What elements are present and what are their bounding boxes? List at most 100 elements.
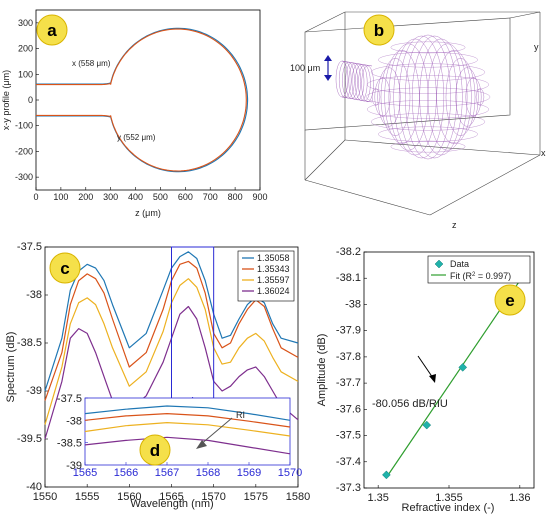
panel-a-ticks: 0 100 200 300 400 500 600 700 800 900 -300 -200 -100… (15, 18, 268, 202)
panel-b-mesh-stem-ring (358, 64, 371, 102)
panel-a-ytick-label: 100 (18, 69, 33, 79)
panel-c-ytick-label: -38 (26, 289, 42, 301)
panel-a-xtick-label: 900 (252, 192, 267, 202)
panel-c-ytick-label: -38.5 (17, 337, 42, 349)
panel-a-xtick-label: 700 (203, 192, 218, 202)
panel-e-data-point (382, 470, 391, 480)
panel-e-legend-fit-label: Fit (R2 = 0.997) (450, 271, 511, 281)
panel-e-ytick-label: -37.5 (336, 430, 361, 442)
panel-e-data-point (458, 363, 468, 372)
panel-d-ytick-label: -38 (66, 415, 82, 427)
badge-d-label: d (150, 441, 160, 460)
panel-a-ytick-label: 0 (28, 95, 33, 105)
badge-c-circle (49, 252, 81, 284)
panel-d-lines (84, 405, 291, 455)
panel-b-mesh (335, 34, 491, 160)
panel-d-series-2 (84, 422, 291, 437)
panel-a-series-1-upper (36, 28, 247, 100)
panel-d-ticks: 1565 1566 1567 1568 1569 1570 -37.5 -38 -38.5 -39 (57, 393, 302, 479)
panel-a-ylabel: x-y profile (μm) (1, 70, 11, 130)
panel-c-xtick-label: 1580 (286, 491, 310, 503)
panel-d-ri-label: RI (236, 410, 245, 420)
panel-c-xtick-label: 1555 (75, 491, 99, 503)
panel-a-ytick-label: 300 (18, 18, 33, 28)
panel-a-xtick-label: 800 (228, 192, 243, 202)
panel-a-xtick-label: 600 (178, 192, 193, 202)
panel-d-ytick-label: -37.5 (57, 393, 82, 405)
panel-a-xlabel: z (μm) (135, 208, 161, 218)
badge-c-label: c (60, 259, 69, 278)
panel-e-amplitude-chart: 1.35 1.355 1.36 -37.3 -37.4 -37.5 -37.6 -37.7 -3… (316, 246, 535, 514)
panel-c-xtick-label: 1550 (33, 491, 57, 503)
panel-b-axis-y: y (534, 42, 539, 52)
panel-d-ri-arrow (196, 417, 233, 449)
panel-d-xtick-label: 1567 (155, 467, 179, 479)
panel-c-xtick-label: 1575 (244, 491, 268, 503)
panel-b-mesh-latitude (378, 126, 478, 142)
panel-b-mesh-latitude (378, 52, 478, 68)
panel-b-3d-mesh: 100 μm y x z b (290, 11, 546, 230)
panel-b-axis-x: x (541, 148, 546, 158)
panel-b-box (304, 11, 541, 216)
panel-e-ytick-label: -38.1 (336, 272, 361, 284)
panel-a-profile-chart: 0 100 200 300 400 500 600 700 800 900 -300 -200 -100… (1, 9, 268, 218)
panel-c-ticks: 1550 1555 1560 1565 1570 1575 1580 -37.5 -38 -38.… (17, 241, 310, 503)
panel-b-mesh-stem-ring (361, 65, 374, 103)
panel-e-ytick-label: -38.2 (336, 246, 361, 258)
panel-c-ylabel: Spectrum (dB) (5, 332, 17, 403)
panel-b-mesh-ring (455, 67, 479, 127)
panel-a-xtick-label: 0 (33, 192, 38, 202)
panel-b-mesh-stem-ring (354, 64, 368, 101)
panel-b-mesh-ring (384, 50, 420, 144)
panel-c-legend-label-1.35343: 1.35343 (257, 264, 290, 274)
panel-e-ytick-label: -37.4 (336, 456, 361, 468)
badge-e-circle (494, 284, 526, 316)
panel-b-mesh-stem-ring (351, 63, 365, 101)
badge-e-label: e (505, 291, 514, 310)
panel-e-ticks: 1.35 1.355 1.36 -37.3 -37.4 -37.5 -37.6 -37.7 -3… (336, 246, 531, 504)
panel-b-mesh-ring (388, 43, 429, 151)
panel-b-mesh-latitude (367, 100, 489, 119)
panel-c-series-1.35343 (44, 260, 299, 401)
panel-d-xtick-label: 1565 (73, 467, 97, 479)
panel-e-ytick-label: -37.3 (336, 482, 361, 494)
panel-b-mesh-ring (405, 34, 451, 160)
panel-a-annotation-x: x (558 μm) (72, 59, 111, 68)
panel-d-xtick-label: 1566 (114, 467, 138, 479)
badge-a-circle (36, 14, 68, 46)
panel-a-ytick-label: 200 (18, 44, 33, 54)
panel-b-mesh-stem-ring (335, 60, 349, 98)
badge-a-label: a (47, 21, 57, 40)
panel-b-mesh-ring (436, 50, 472, 144)
panel-b-mesh-stem-ring (348, 63, 362, 100)
panel-a-series-1-lower (36, 100, 247, 172)
panel-e-ytick-label: -37.6 (336, 403, 361, 415)
panel-c-spectrum-chart: 1550 1555 1560 1565 1570 1575 1580 -37.5 -38 -38.… (5, 241, 310, 510)
panel-d-xtick-label: 1568 (196, 467, 220, 479)
panel-c-ytick-label: -37.5 (17, 241, 42, 253)
panel-b-mesh-latitude (390, 140, 466, 153)
panel-b-scale-label: 100 μm (290, 63, 320, 73)
panel-c-ytick-label: -39.5 (17, 433, 42, 445)
panel-d-series-3 (84, 436, 291, 455)
panel-e-xlabel: Refractive index (-) (402, 502, 495, 514)
panel-a-ytick-label: -300 (15, 172, 33, 182)
panel-c-legend-label-1.35597: 1.35597 (257, 275, 290, 285)
panel-b-mesh-latitude (390, 41, 466, 54)
panel-c-xtick-label: 1560 (117, 491, 141, 503)
panel-a-annotation-y: y (552 μm) (117, 133, 156, 142)
panel-b-mesh-ring (465, 77, 482, 117)
panel-d-ytick-label: -38.5 (57, 438, 82, 450)
panel-c-series-1.36024 (44, 305, 299, 440)
panel-a-ytick-label: -200 (15, 146, 33, 156)
panel-d-xtick-label: 1570 (278, 467, 302, 479)
panel-b-mesh-ring (445, 58, 476, 136)
panel-d-xtick-label: 1569 (237, 467, 261, 479)
panel-b-mesh-latitude (370, 113, 486, 131)
panel-b-mesh-stem-edge (341, 96, 373, 103)
panel-b-axis-z: z (452, 220, 457, 230)
panel-d-ytick-label: -39 (66, 460, 82, 472)
panel-a-xtick-label: 400 (128, 192, 143, 202)
